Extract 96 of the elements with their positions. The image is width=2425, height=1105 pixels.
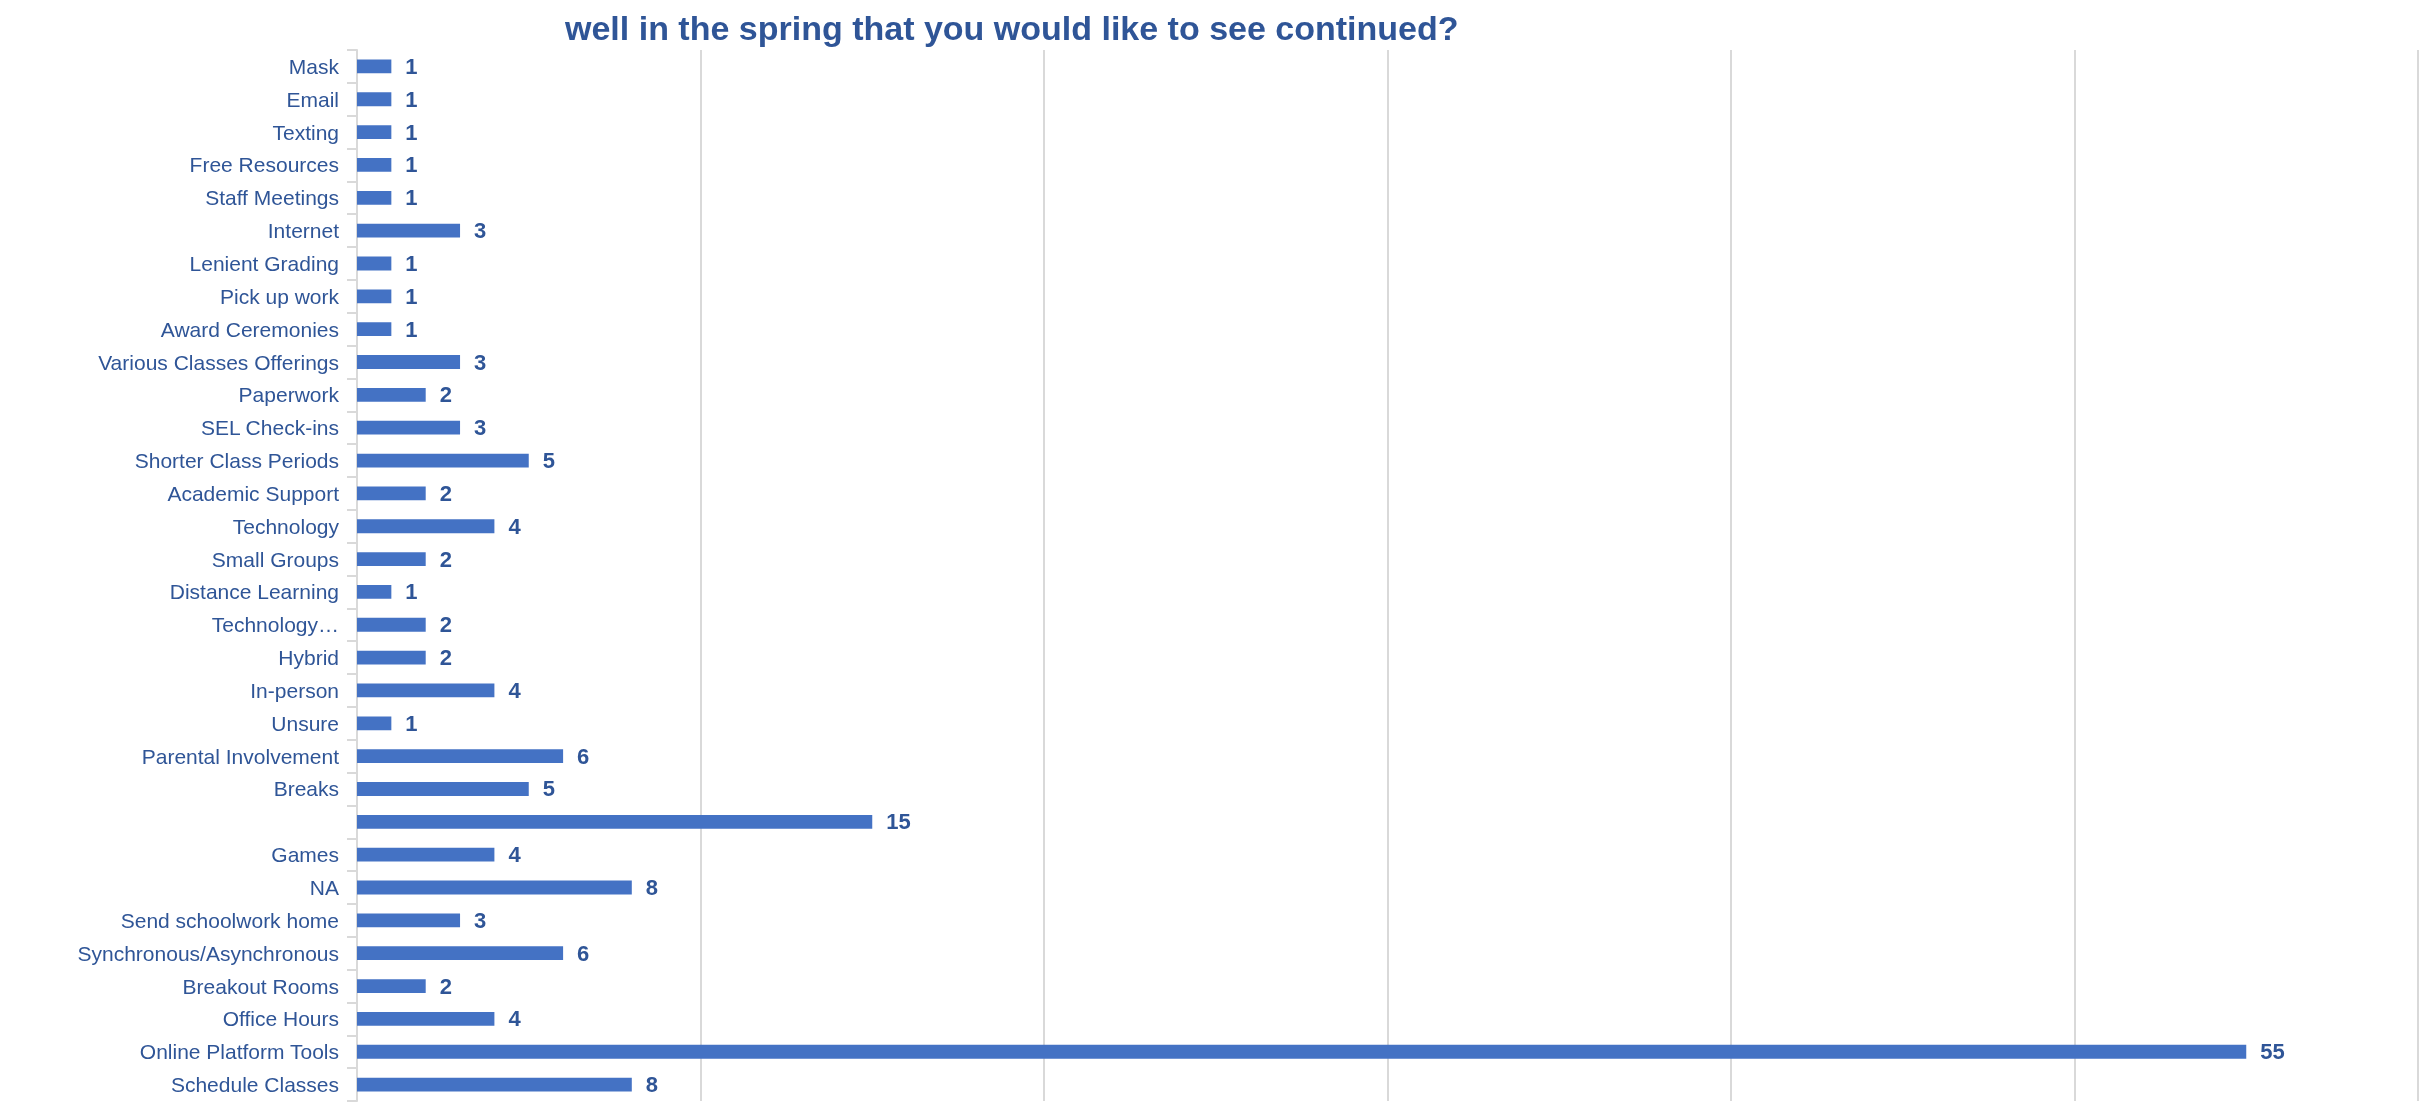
bar <box>357 420 461 435</box>
data-label: 1 <box>405 579 418 605</box>
chart-title: well in the spring that you would like to see continued? <box>564 9 1459 47</box>
y-tick-label: Technology <box>232 514 340 538</box>
y-tick-label: Unsure <box>271 711 339 735</box>
bar <box>357 387 426 402</box>
y-tick-label: Small Groups <box>211 547 339 571</box>
y-tick-label: Academic Support <box>167 481 340 505</box>
y-tick-label: Staff Meetings <box>205 186 339 210</box>
bar <box>357 979 426 993</box>
bar <box>357 59 392 74</box>
y-tick-label: Pick up work <box>219 284 340 308</box>
bar <box>357 223 461 238</box>
bar <box>357 190 392 205</box>
bar <box>357 683 495 698</box>
data-label: 1 <box>405 185 418 211</box>
data-label: 3 <box>474 218 487 244</box>
bar <box>357 585 392 599</box>
bar <box>357 289 392 304</box>
bar <box>357 1011 495 1026</box>
data-label: 4 <box>508 677 522 703</box>
y-tick-label: Hybrid <box>278 646 339 670</box>
bar <box>357 716 392 731</box>
y-tick-label: Breakout Rooms <box>182 974 339 998</box>
bar <box>357 1044 2247 1059</box>
bar <box>357 1077 632 1092</box>
data-label: 3 <box>474 415 487 441</box>
y-tick-label: Award Ceremonies <box>160 317 339 341</box>
bar <box>357 453 529 468</box>
y-tick-label: Breaks <box>273 777 339 801</box>
data-label: 1 <box>405 119 418 145</box>
data-label: 3 <box>474 907 487 933</box>
data-label: 4 <box>508 513 522 539</box>
data-label: 1 <box>405 316 418 342</box>
bar <box>357 552 426 566</box>
data-label: 8 <box>645 1072 659 1098</box>
y-tick-label: Shorter Class Periods <box>134 449 339 473</box>
data-label: 4 <box>508 1006 522 1032</box>
y-tick-label: Free Resources <box>189 153 339 177</box>
bar <box>357 125 392 140</box>
bar <box>357 158 392 172</box>
data-label: 1 <box>405 86 418 112</box>
bar <box>357 650 426 665</box>
y-tick-label: Paperwork <box>238 383 340 407</box>
y-tick-label: SEL Check-ins <box>200 416 339 440</box>
bar <box>357 617 426 632</box>
data-label: 5 <box>542 448 555 474</box>
y-tick-label: Send schoolwork home <box>120 908 339 932</box>
data-label: 2 <box>439 382 452 408</box>
data-label: 15 <box>886 809 911 835</box>
y-tick-label: Texting <box>272 120 339 144</box>
y-tick-label: In-person <box>250 678 339 702</box>
data-label: 4 <box>508 842 522 868</box>
data-label: 2 <box>439 546 452 572</box>
data-label: 1 <box>405 53 418 79</box>
data-label: 1 <box>405 152 418 178</box>
bar <box>357 847 495 862</box>
bar <box>357 749 564 764</box>
bar <box>357 322 392 337</box>
y-tick-label: Schedule Classes <box>170 1073 339 1097</box>
bar <box>357 946 564 961</box>
data-label: 2 <box>439 480 452 506</box>
y-tick-label: Email <box>286 87 339 111</box>
data-label: 1 <box>405 710 418 736</box>
bar <box>357 486 426 501</box>
bar <box>357 92 392 107</box>
y-tick-label: Distance Learning <box>169 580 339 604</box>
data-label: 5 <box>542 776 555 802</box>
data-label: 55 <box>2260 1039 2285 1065</box>
y-tick-label: Games <box>271 843 339 867</box>
bar <box>357 256 392 271</box>
y-tick-label: Internet <box>267 219 340 243</box>
y-tick-label: Lenient Grading <box>189 251 339 275</box>
data-label: 6 <box>577 940 590 966</box>
data-label: 2 <box>439 612 452 638</box>
bar <box>357 519 495 534</box>
data-label: 6 <box>577 743 590 769</box>
y-tick-label: Mask <box>288 54 340 78</box>
bar <box>357 355 461 369</box>
y-tick-label: Office Hours <box>222 1007 339 1031</box>
bar <box>357 814 873 829</box>
bar <box>357 782 529 796</box>
data-label: 1 <box>405 283 418 309</box>
data-label: 1 <box>405 250 418 276</box>
data-label: 2 <box>439 645 452 671</box>
bar <box>357 913 461 928</box>
y-tick-label: Technology… <box>211 613 339 637</box>
bar <box>357 880 632 895</box>
y-tick-label: Various Classes Offerings <box>98 350 339 374</box>
data-label: 8 <box>645 875 659 901</box>
y-tick-label: Online Platform Tools <box>139 1040 339 1064</box>
data-label: 3 <box>474 349 487 375</box>
y-tick-label: Parental Involvement <box>141 744 340 768</box>
data-label: 2 <box>439 973 452 999</box>
y-tick-label: Synchronous/Asynchronous <box>77 941 339 965</box>
y-tick-label: NA <box>309 876 339 900</box>
